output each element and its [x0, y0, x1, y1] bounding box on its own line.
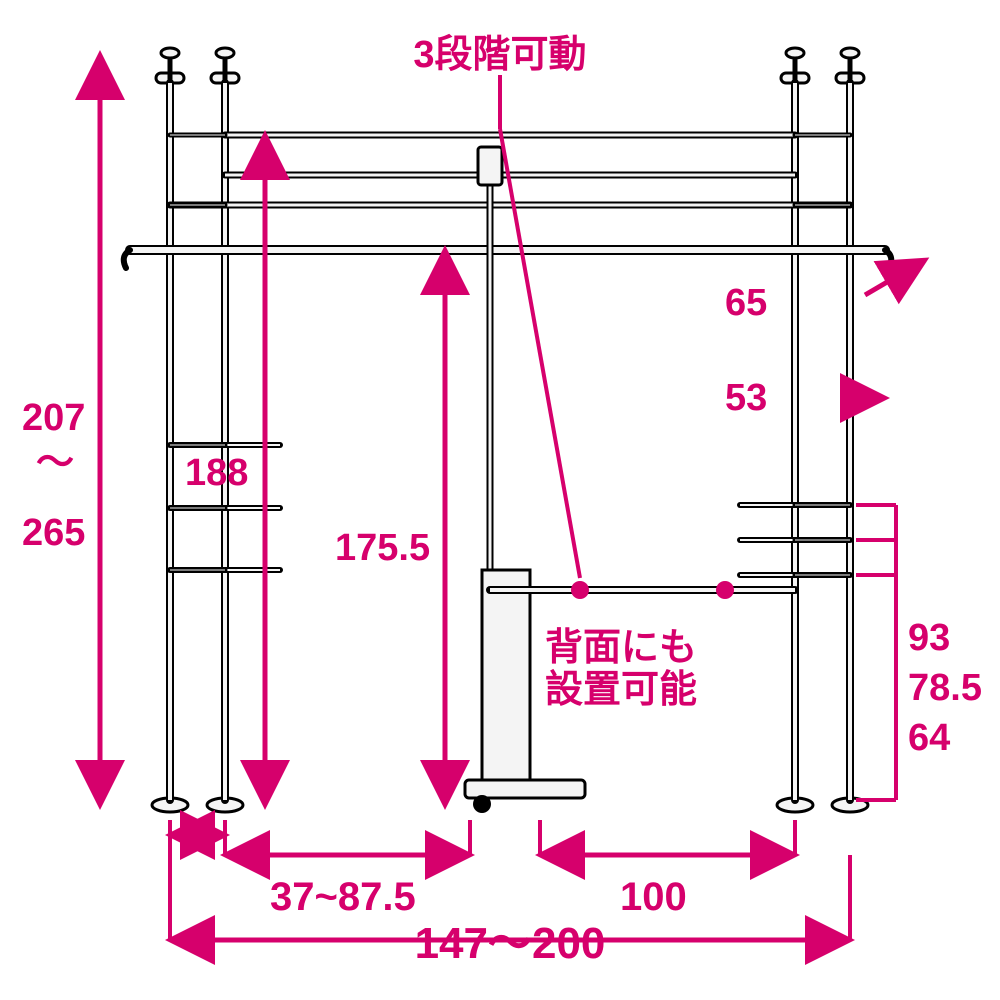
note-back-2: 設置可能 — [545, 669, 697, 711]
dim-175: 175.5 — [335, 527, 430, 569]
dim-height-265: 265 — [22, 512, 85, 554]
dim-tilde: 〜 — [36, 442, 74, 484]
dim-height-207: 207 — [22, 397, 85, 439]
dim-65: 65 — [725, 282, 767, 324]
note-back-1: 背面にも — [545, 627, 697, 669]
dim-100: 100 — [620, 875, 687, 919]
dim-93: 93 — [908, 617, 950, 659]
dim-188: 188 — [185, 452, 248, 494]
dim-785: 78.5 — [908, 667, 982, 709]
note-3step: 3段階可動 — [413, 34, 586, 76]
dimension-diagram: 207〜 265 188 175.5 3段階可動背面にも設置可能 65 53 93 78.5 64… — [0, 0, 1000, 1000]
dim-147-200: 147～200 — [415, 919, 606, 968]
dim-53: 53 — [725, 377, 767, 419]
dim-64: 64 — [908, 717, 950, 759]
dim-37-87: 37~87.5 — [270, 875, 416, 919]
